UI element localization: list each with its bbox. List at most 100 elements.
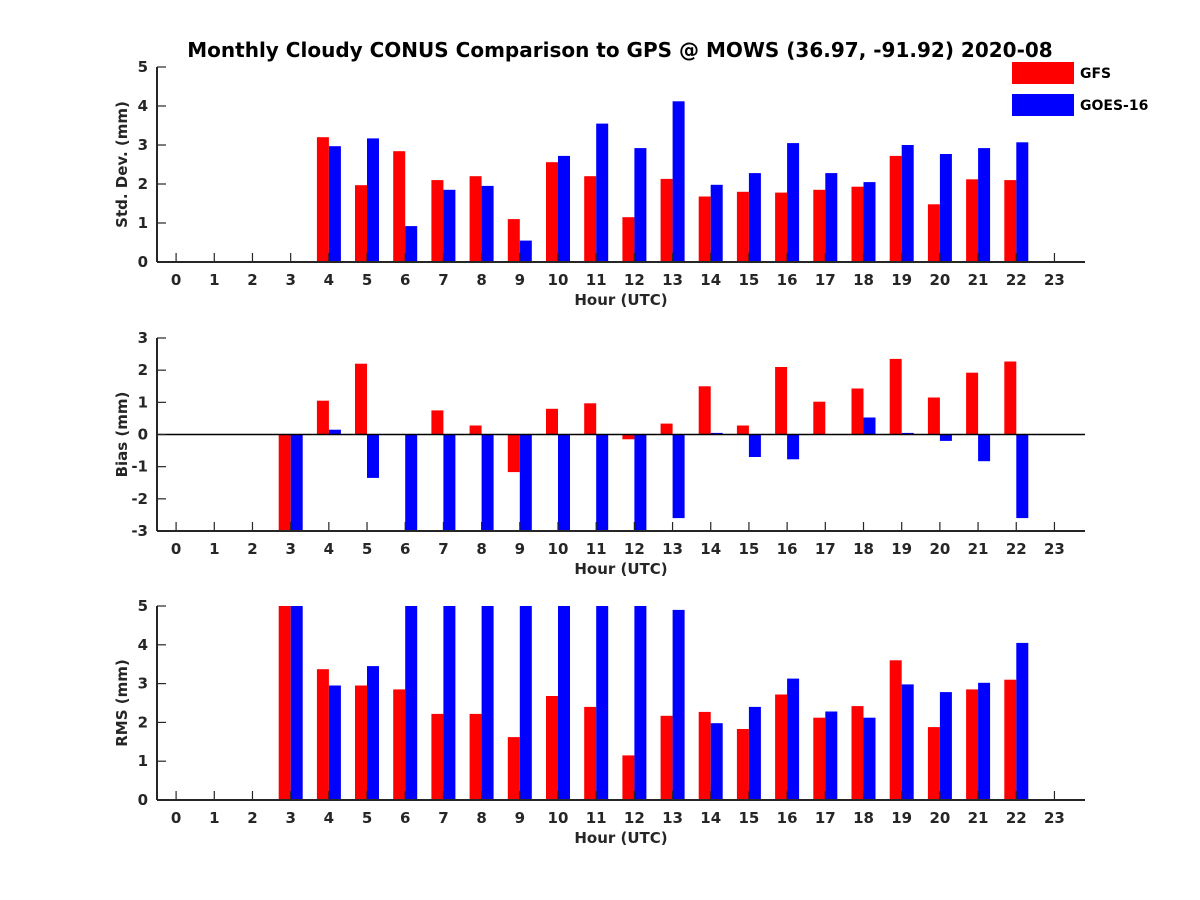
bar-std-dev-gfs-hour-6 (393, 151, 406, 262)
bar-rms-gfs-hour-22 (1004, 679, 1017, 800)
x-tick-label-std-dev-8: 8 (476, 271, 486, 289)
bar-rms-gfs-hour-16 (775, 694, 788, 800)
bar-bias-goes-16-hour-10 (558, 434, 570, 531)
bar-rms-gfs-hour-8 (469, 713, 482, 800)
y-tick-label-std-dev-0: 0 (138, 253, 148, 271)
bar-bias-gfs-hour-15 (736, 425, 749, 435)
bar-std-dev-goes-16-hour-20 (939, 154, 952, 262)
bar-bias-goes-16-hour-3 (290, 434, 303, 531)
bar-bias-goes-16-hour-18 (863, 417, 876, 435)
bar-rms-gfs-hour-5 (355, 685, 367, 800)
bar-bias-goes-16-hour-4 (328, 429, 341, 435)
x-tick-label-std-dev-12: 12 (624, 271, 645, 289)
x-tick-label-bias-7: 7 (438, 540, 448, 558)
y-tick-label-std-dev-2: 2 (138, 175, 148, 193)
x-axis-label-rms: Hour (UTC) (574, 829, 667, 847)
x-tick-label-rms-23: 23 (1044, 809, 1065, 827)
x-tick-label-std-dev-16: 16 (777, 271, 798, 289)
x-tick-label-rms-6: 6 (400, 809, 410, 827)
panel-rms: 0 1 2 3 4 5 6 7 8 9 10 11 12 13 14 15 16 17 18 19 20 21 22 2301… (113, 597, 1085, 847)
bar-std-dev-gfs-hour-4 (316, 137, 329, 262)
x-tick-label-bias-21: 21 (968, 540, 989, 558)
x-tick-label-bias-18: 18 (853, 540, 874, 558)
bar-rms-gfs-hour-17 (813, 717, 826, 800)
x-tick-label-bias-23: 23 (1044, 540, 1065, 558)
x-tick-label-std-dev-13: 13 (662, 271, 683, 289)
x-tick-label-rms-11: 11 (586, 809, 607, 827)
x-tick-label-std-dev-1: 1 (209, 271, 219, 289)
bar-std-dev-goes-16-hour-8 (481, 185, 494, 262)
plots: 0 1 2 3 4 5 6 7 8 9 10 11 12 13 14 15 16 17 18 19 20 21 22 2301… (113, 58, 1085, 847)
bar-bias-goes-16-hour-13 (672, 434, 685, 519)
bar-rms-goes-16-hour-22 (1016, 642, 1029, 800)
legend-swatch-goes-16 (1012, 94, 1074, 116)
bar-std-dev-gfs-hour-20 (927, 204, 940, 262)
bar-std-dev-gfs-hour-9 (507, 219, 520, 262)
bar-bias-gfs-hour-21 (966, 372, 979, 435)
bar-rms-goes-16-hour-3 (290, 606, 303, 800)
bar-std-dev-goes-16-hour-12 (634, 148, 647, 262)
bar-std-dev-gfs-hour-18 (851, 186, 864, 262)
bar-bias-goes-16-hour-7 (443, 434, 456, 531)
x-tick-label-bias-3: 3 (285, 540, 295, 558)
x-tick-label-std-dev-14: 14 (700, 271, 721, 289)
y-tick-label-bias-1: -2 (131, 490, 148, 508)
legend-label-goes-16: GOES-16 (1080, 98, 1148, 114)
legend: GFS GOES-16 (1012, 62, 1148, 116)
bar-bias-gfs-hour-5 (355, 363, 367, 435)
bar-rms-gfs-hour-18 (851, 706, 864, 800)
x-tick-label-rms-8: 8 (476, 809, 486, 827)
bar-std-dev-goes-16-hour-6 (405, 226, 418, 262)
bar-bias-goes-16-hour-16 (787, 434, 800, 460)
x-tick-label-std-dev-9: 9 (515, 271, 525, 289)
bar-std-dev-gfs-hour-12 (622, 217, 635, 262)
bar-rms-gfs-hour-14 (698, 711, 711, 800)
x-tick-label-rms-0: 0 (171, 809, 181, 827)
bar-rms-gfs-hour-11 (584, 706, 597, 800)
bar-bias-goes-16-hour-15 (748, 434, 761, 457)
bar-bias-goes-16-hour-14 (710, 432, 723, 435)
x-tick-label-bias-22: 22 (1006, 540, 1027, 558)
bar-std-dev-goes-16-hour-14 (710, 184, 723, 262)
bar-rms-gfs-hour-12 (622, 755, 635, 800)
y-axis-label-bias: Bias (mm) (113, 392, 131, 478)
legend-label-gfs: GFS (1080, 66, 1111, 82)
bar-rms-goes-16-hour-6 (405, 606, 418, 800)
x-tick-label-bias-2: 2 (247, 540, 257, 558)
y-tick-label-bias-3: 0 (138, 426, 148, 444)
x-tick-label-std-dev-5: 5 (362, 271, 372, 289)
y-tick-label-bias-5: 2 (138, 361, 148, 379)
x-tick-label-rms-1: 1 (209, 809, 219, 827)
x-tick-label-bias-13: 13 (662, 540, 683, 558)
bar-bias-gfs-hour-10 (546, 408, 558, 435)
x-tick-label-rms-17: 17 (815, 809, 836, 827)
x-tick-label-std-dev-10: 10 (548, 271, 569, 289)
x-tick-label-rms-2: 2 (247, 809, 257, 827)
y-tick-label-rms-4: 4 (138, 636, 148, 654)
x-tick-label-rms-18: 18 (853, 809, 874, 827)
bar-rms-goes-16-hour-9 (519, 606, 532, 800)
y-tick-label-std-dev-3: 3 (138, 136, 148, 154)
bar-rms-goes-16-hour-4 (328, 685, 341, 800)
bar-rms-goes-16-hour-7 (443, 606, 456, 800)
x-tick-label-rms-15: 15 (738, 809, 759, 827)
bar-rms-gfs-hour-4 (316, 669, 329, 800)
bar-bias-goes-16-hour-9 (519, 434, 532, 531)
bar-std-dev-goes-16-hour-7 (443, 189, 456, 262)
x-tick-label-bias-20: 20 (929, 540, 950, 558)
bar-std-dev-goes-16-hour-10 (558, 155, 570, 262)
bar-std-dev-goes-16-hour-5 (367, 138, 379, 262)
bar-rms-gfs-hour-13 (660, 715, 673, 800)
bar-bias-goes-16-hour-21 (978, 434, 991, 462)
x-tick-label-rms-22: 22 (1006, 809, 1027, 827)
x-tick-label-std-dev-20: 20 (929, 271, 950, 289)
bar-std-dev-goes-16-hour-19 (901, 145, 914, 262)
x-tick-label-rms-5: 5 (362, 809, 372, 827)
bar-bias-gfs-hour-19 (889, 358, 902, 435)
x-tick-label-std-dev-17: 17 (815, 271, 836, 289)
bar-std-dev-gfs-hour-13 (660, 178, 673, 262)
bar-rms-gfs-hour-21 (966, 689, 979, 800)
bar-bias-gfs-hour-9 (507, 434, 520, 473)
bar-bias-goes-16-hour-22 (1016, 434, 1029, 519)
